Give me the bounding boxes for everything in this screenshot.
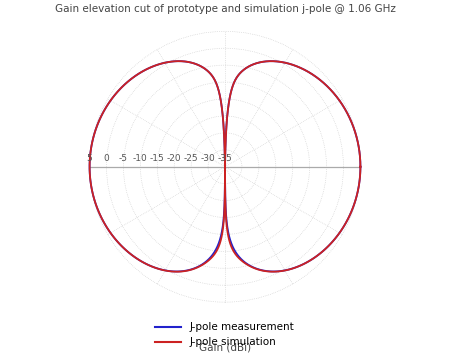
- Legend: J-pole measurement, J-pole simulation: J-pole measurement, J-pole simulation: [151, 318, 299, 352]
- Text: -20: -20: [167, 154, 181, 163]
- Text: Gain elevation cut of prototype and simulation j-pole @ 1.06 GHz: Gain elevation cut of prototype and simu…: [54, 4, 396, 14]
- Text: -35: -35: [218, 154, 232, 163]
- Text: Gain (dBi): Gain (dBi): [199, 343, 251, 353]
- Text: -10: -10: [133, 154, 148, 163]
- Text: 0: 0: [104, 154, 109, 163]
- Text: -30: -30: [201, 154, 216, 163]
- Text: -15: -15: [150, 154, 165, 163]
- Text: -25: -25: [184, 154, 198, 163]
- Text: 5: 5: [87, 154, 92, 163]
- Text: -5: -5: [119, 154, 128, 163]
